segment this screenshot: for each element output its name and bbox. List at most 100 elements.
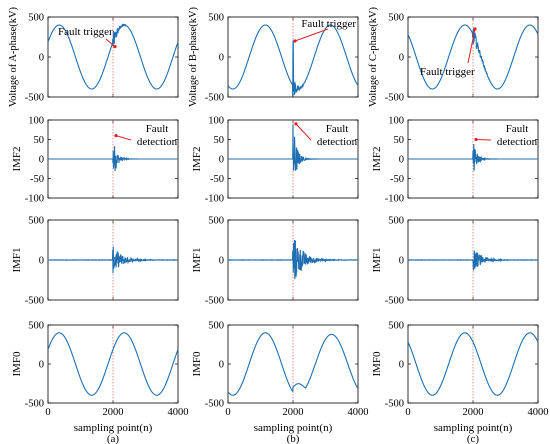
annotation-fault-trigger: Fault trigger [420, 66, 475, 78]
x-axis-label: sampling point(n) [434, 422, 513, 434]
y-tick-label: 0 [219, 155, 224, 166]
annotation-fault-trigger: Fault trigger [301, 18, 356, 30]
x-tick-label: 4000 [348, 407, 369, 418]
y-axis-label: IMF0 [11, 351, 23, 377]
y-tick-label: 0 [399, 360, 404, 371]
y-tick-label: 100 [208, 116, 224, 127]
panel-label: (c) [467, 433, 480, 444]
y-axis-label: IMF2 [191, 146, 203, 171]
y-axis-label: IMF0 [191, 351, 203, 377]
y-axis-label: IMF1 [11, 247, 23, 272]
series-line-imf2_a [48, 146, 178, 171]
annotation-fault-detection-line2: detection [137, 136, 178, 148]
annotation-arrow [295, 123, 312, 141]
annotation-arrow-head [473, 27, 477, 31]
x-tick-label: 2000 [283, 407, 304, 418]
y-axis-label: IMF2 [371, 146, 383, 171]
y-tick-label: 0 [399, 155, 404, 166]
y-tick-label: 100 [28, 116, 44, 127]
y-tick-label: -50 [210, 174, 224, 185]
x-tick-label: 2000 [103, 407, 124, 418]
y-tick-label: -500 [385, 296, 404, 307]
annotation-arrow [115, 135, 132, 141]
y-tick-label: -500 [25, 296, 44, 307]
y-tick-label: -500 [205, 399, 224, 410]
y-tick-label: 500 [208, 216, 224, 227]
y-tick-label: -500 [205, 296, 224, 307]
x-axis-label: sampling point(n) [254, 422, 333, 434]
annotation-arrow-head [293, 39, 297, 43]
y-tick-label: 500 [28, 216, 44, 227]
y-axis-label: Voltage of A-phase(kV) [8, 6, 19, 107]
y-axis-label: IMF1 [371, 247, 383, 272]
y-tick-label: 0 [39, 155, 44, 166]
annotation-arrow [467, 28, 476, 64]
series-line-imf2_b [228, 124, 358, 171]
y-tick-label: -50 [390, 174, 404, 185]
y-tick-label: 500 [388, 321, 404, 332]
annotation-arrow-head [113, 45, 117, 49]
annotation-arrow [294, 28, 329, 42]
panel-label: (a) [107, 433, 120, 444]
y-tick-label: 50 [214, 135, 225, 146]
series-line-imf1_a [47, 246, 179, 274]
y-axis-label: Voltage of C-phase(kV) [368, 6, 379, 107]
y-tick-label: -500 [385, 93, 404, 104]
annotation-arrow [475, 139, 492, 141]
annotation-fault-trigger: Fault trigger [58, 26, 113, 38]
y-tick-label: 0 [219, 360, 224, 371]
y-axis-label: IMF0 [371, 351, 383, 377]
y-axis-label: IMF2 [11, 146, 23, 171]
annotation-fault-detection-line2: detection [497, 136, 538, 148]
y-tick-label: 0 [39, 256, 44, 267]
y-tick-label: -50 [30, 174, 44, 185]
y-tick-label: 0 [399, 53, 404, 64]
x-tick-label: 0 [405, 407, 410, 418]
annotation-fault-detection: Fault [326, 123, 349, 135]
annotation-arrow-head [474, 137, 478, 142]
x-tick-label: 2000 [463, 407, 484, 418]
y-tick-label: 500 [28, 13, 44, 24]
panel-label: (b) [287, 433, 300, 444]
series-line-imf0_a [47, 332, 179, 396]
series-line-imf1_c [407, 250, 539, 271]
y-tick-label: -100 [385, 194, 404, 205]
y-tick-label: 100 [388, 116, 404, 127]
y-tick-label: 50 [34, 135, 45, 146]
y-tick-label: -500 [25, 399, 44, 410]
y-tick-label: 0 [39, 53, 44, 64]
series-line-phaseC [407, 24, 539, 90]
annotation-fault-detection-line2: detection [317, 136, 358, 148]
annotation-arrow-head [294, 122, 298, 126]
y-tick-label: 500 [28, 321, 44, 332]
annotation-arrow-head [114, 134, 118, 138]
y-tick-label: 500 [208, 321, 224, 332]
y-axis-label: Voltage of B-phase(kV) [188, 6, 199, 107]
x-tick-label: 0 [45, 407, 50, 418]
y-tick-label: 500 [388, 216, 404, 227]
annotation-fault-detection: Fault [506, 123, 529, 135]
y-tick-label: 500 [388, 13, 404, 24]
y-tick-label: 0 [219, 53, 224, 64]
annotation-arrow [105, 38, 116, 47]
x-tick-label: 0 [225, 407, 230, 418]
y-tick-label: 50 [394, 135, 405, 146]
series-line-imf1_b [227, 240, 358, 280]
y-tick-label: -100 [205, 194, 224, 205]
annotation-fault-detection: Fault [146, 123, 169, 135]
y-tick-label: -100 [25, 194, 44, 205]
series-line-phaseA [47, 23, 179, 90]
series-line-imf0_b [227, 332, 359, 396]
series-line-phaseB [227, 24, 359, 97]
series-line-imf0_c [407, 332, 539, 396]
y-axis-label: IMF1 [191, 247, 203, 272]
y-tick-label: -500 [205, 93, 224, 104]
x-tick-label: 4000 [528, 407, 549, 418]
y-tick-label: -500 [385, 399, 404, 410]
y-tick-label: 500 [208, 13, 224, 24]
y-tick-label: -500 [25, 93, 44, 104]
x-tick-label: 4000 [168, 407, 189, 418]
y-tick-label: 0 [399, 256, 404, 267]
